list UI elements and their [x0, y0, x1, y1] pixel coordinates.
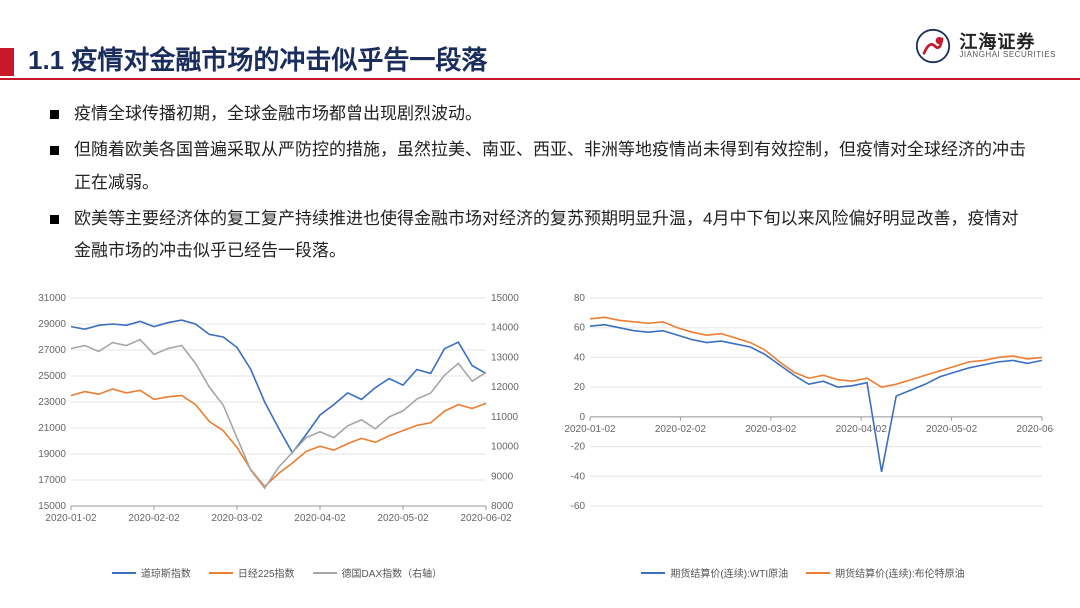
svg-text:2020-03-02: 2020-03-02 [745, 424, 797, 435]
svg-text:2020-02-02: 2020-02-02 [655, 424, 707, 435]
chart-indices: 15000 17000 19000 21000 23000 25000 27000 29000… [26, 290, 528, 580]
bullet-list: 疫情全球传播初期，全球金融市场都曾出现剧烈波动。 但随着欧美各国普遍采取从严防控… [50, 98, 1030, 271]
bullet-item: 欧美等主要经济体的复工复产持续推进也使得金融市场对经济的复苏预期明显升温，4月中… [50, 203, 1030, 268]
svg-text:0: 0 [579, 412, 585, 423]
svg-text:14000: 14000 [491, 323, 519, 334]
svg-text:20: 20 [574, 382, 586, 393]
chart-oil: -60 -40 -20 0 20 40 60 80 2020-01-02 2020-02-02 20… [552, 290, 1054, 580]
svg-text:2020-01-02: 2020-01-02 [564, 424, 616, 435]
svg-text:-20: -20 [571, 442, 586, 453]
svg-text:25000: 25000 [38, 371, 66, 382]
svg-text:2020-02-02: 2020-02-02 [128, 513, 180, 524]
legend-label: 道琼斯指数 [141, 565, 191, 580]
svg-text:27000: 27000 [38, 345, 66, 356]
svg-text:10000: 10000 [491, 442, 519, 453]
svg-text:11000: 11000 [491, 412, 519, 423]
svg-text:-60: -60 [571, 501, 586, 512]
svg-text:40: 40 [574, 352, 586, 363]
svg-text:21000: 21000 [38, 423, 66, 434]
chart-indices-legend: 道琼斯指数 日经225指数 德国DAX指数（右轴） [26, 565, 528, 580]
legend-label: 期货结算价(连续):布伦特原油 [835, 565, 964, 580]
svg-text:2020-06-02: 2020-06-02 [460, 513, 512, 524]
svg-text:-40: -40 [571, 471, 586, 482]
charts-row: 15000 17000 19000 21000 23000 25000 27000 29000… [26, 290, 1054, 580]
chart-oil-legend: 期货结算价(连续):WTI原油 期货结算价(连续):布伦特原油 [552, 565, 1054, 580]
svg-text:2020-04-02: 2020-04-02 [836, 424, 888, 435]
page-title: 1.1 疫情对金融市场的冲击似乎告一段落 [28, 40, 487, 77]
svg-text:9000: 9000 [491, 471, 514, 482]
legend-label: 期货结算价(连续):WTI原油 [670, 565, 788, 580]
svg-text:2020-04-02: 2020-04-02 [294, 513, 346, 524]
svg-text:12000: 12000 [491, 382, 519, 393]
svg-text:2020-01-02: 2020-01-02 [45, 513, 97, 524]
title-accent-block [0, 48, 14, 76]
logo-text-en: JIANGHAI SECURITIES [959, 51, 1056, 59]
svg-text:8000: 8000 [491, 501, 514, 512]
svg-text:29000: 29000 [38, 319, 66, 330]
logo-icon [915, 28, 951, 64]
svg-text:2020-05-02: 2020-05-02 [926, 424, 978, 435]
title-underline [0, 78, 1080, 80]
svg-text:31000: 31000 [38, 293, 66, 304]
legend-label: 德国DAX指数（右轴） [342, 565, 443, 580]
svg-text:23000: 23000 [38, 397, 66, 408]
svg-text:15000: 15000 [38, 501, 66, 512]
svg-text:80: 80 [574, 293, 586, 304]
svg-text:60: 60 [574, 323, 586, 334]
logo-text-cn: 江海证券 [959, 33, 1056, 51]
bullet-item: 但随着欧美各国普遍采取从严防控的措施，虽然拉美、南亚、西亚、非洲等地疫情尚未得到… [50, 134, 1030, 199]
legend-label: 日经225指数 [238, 565, 295, 580]
brand-logo: 江海证券 JIANGHAI SECURITIES [915, 28, 1056, 64]
svg-text:17000: 17000 [38, 475, 66, 486]
bullet-item: 疫情全球传播初期，全球金融市场都曾出现剧烈波动。 [50, 98, 1030, 130]
svg-text:13000: 13000 [491, 352, 519, 363]
svg-text:15000: 15000 [491, 293, 519, 304]
svg-text:2020-05-02: 2020-05-02 [377, 513, 429, 524]
svg-text:2020-03-02: 2020-03-02 [211, 513, 263, 524]
svg-text:19000: 19000 [38, 449, 66, 460]
svg-text:2020-06-02: 2020-06-02 [1016, 424, 1054, 435]
